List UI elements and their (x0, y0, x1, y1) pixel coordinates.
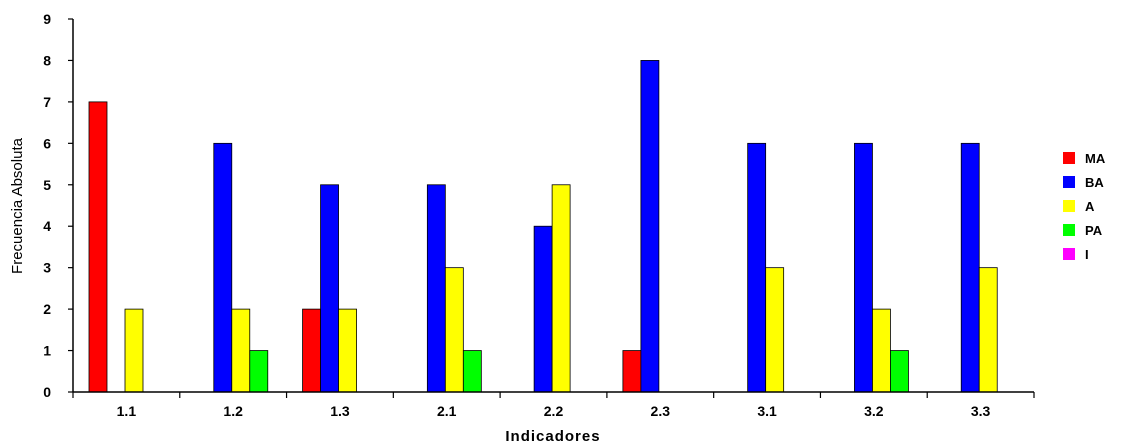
bar-a-1-2 (231, 308, 251, 393)
x-tick-label: 1.1 (117, 403, 137, 419)
bar-ba-2-3 (640, 60, 660, 393)
bar-ma-2-3 (622, 350, 642, 393)
bar-ba-3-3 (960, 142, 980, 393)
x-tick-label: 2.2 (544, 403, 564, 419)
legend-swatch-a (1063, 200, 1075, 212)
bar-a-3-3 (978, 267, 998, 393)
bar-a-1-3 (338, 308, 357, 393)
y-tick-label: 1 (43, 343, 51, 359)
y-tick-label: 3 (43, 260, 51, 276)
y-tick-label: 9 (43, 11, 51, 27)
bar-ma-1-1 (88, 101, 108, 393)
legend-label-pa: PA (1085, 223, 1103, 238)
bar-ba-1-2 (213, 142, 233, 393)
bars-group (88, 60, 998, 393)
legend-label-i: I (1085, 247, 1089, 262)
bar-a-1-1 (124, 308, 144, 393)
y-tick-label: 5 (43, 177, 51, 193)
x-tick-label: 1.2 (223, 403, 243, 419)
bar-a-3-1 (765, 267, 785, 393)
bar-a-2-1 (444, 267, 464, 393)
bar-ba-3-2 (854, 142, 873, 393)
y-tick-label: 2 (43, 301, 51, 317)
legend-swatch-ma (1063, 152, 1075, 164)
x-tick-label: 3.2 (864, 403, 884, 419)
y-axis-title: Frecuencia Absoluta (9, 137, 26, 274)
legend-label-a: A (1085, 199, 1095, 214)
legend: MA BA A PA I (1063, 151, 1106, 262)
bar-pa-2-1 (462, 350, 482, 393)
axes-group (72, 19, 1034, 393)
x-axis-title: Indicadores (505, 428, 600, 445)
y-ticks-group: 0 1 2 3 4 5 6 7 8 9 (43, 11, 73, 400)
legend-swatch-pa (1063, 224, 1075, 236)
x-ticks-group: 1.1 1.2 1.3 2.1 2.2 2.3 3.1 3.2 3.3 (72, 392, 1035, 419)
y-tick-label: 7 (43, 94, 51, 110)
legend-swatch-i (1063, 248, 1075, 260)
bar-ba-2-2 (533, 225, 553, 393)
bar-pa-3-2 (890, 350, 909, 393)
x-tick-label: 2.3 (651, 403, 671, 419)
y-tick-label: 0 (43, 384, 51, 400)
y-tick-label: 6 (43, 135, 51, 151)
x-tick-label: 3.1 (757, 403, 777, 419)
x-tick-label: 1.3 (330, 403, 350, 419)
legend-label-ba: BA (1085, 175, 1104, 190)
legend-label-ma: MA (1085, 151, 1106, 166)
y-tick-label: 4 (43, 218, 51, 234)
bar-a-3-2 (872, 308, 891, 393)
bar-ba-2-1 (426, 184, 446, 393)
bar-ba-3-1 (747, 142, 767, 393)
bar-ma-1-3 (302, 308, 321, 393)
legend-swatch-ba (1063, 176, 1075, 188)
bar-ba-1-3 (320, 184, 339, 393)
y-tick-label: 8 (43, 52, 51, 68)
x-tick-label: 3.3 (971, 403, 991, 419)
bar-pa-1-2 (249, 350, 269, 393)
x-tick-label: 2.1 (437, 403, 457, 419)
bar-a-2-2 (551, 184, 571, 393)
